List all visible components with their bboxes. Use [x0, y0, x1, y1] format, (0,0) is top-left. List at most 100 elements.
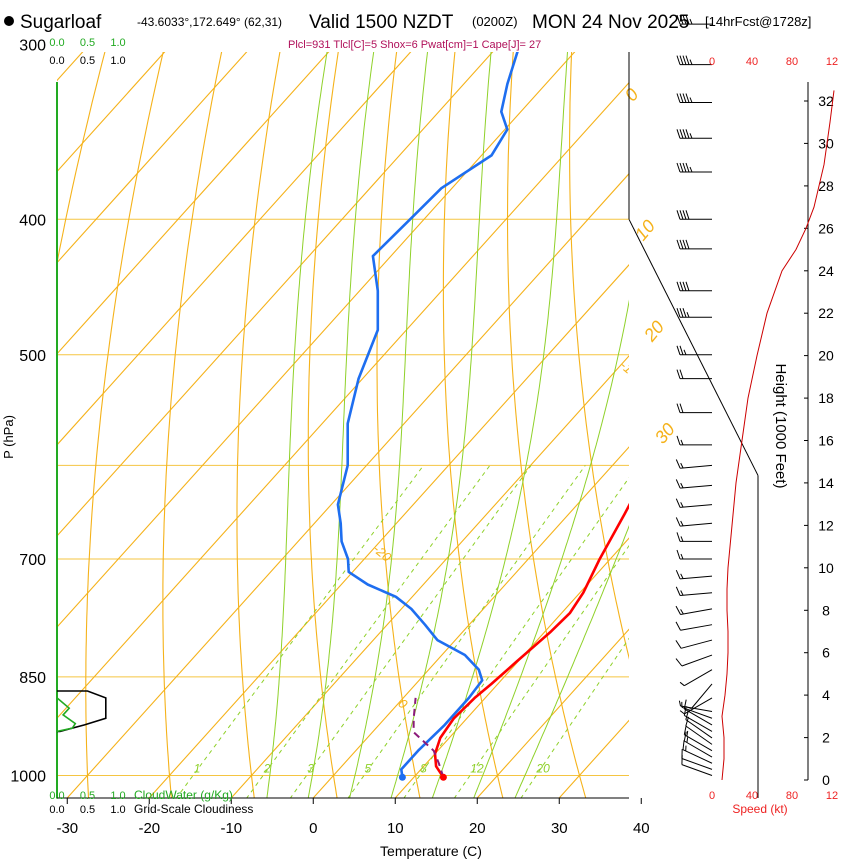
wind-barb-feather [675, 586, 681, 596]
mixing-ratio-label: 12 [470, 761, 484, 775]
wind-barb-staff [685, 725, 713, 745]
wind-barb-feather [679, 93, 684, 103]
cloud-scale-tick-label: 0.0 [49, 37, 64, 49]
wind-barb-feather [679, 369, 684, 379]
wind-barb-feather [679, 210, 684, 220]
wind-barb [675, 621, 713, 631]
wind-barb [675, 639, 713, 649]
isotherm-label: -10 [617, 358, 642, 382]
wind-barb [681, 748, 713, 770]
wind-barb-feather [685, 55, 690, 65]
wind-barb-feather [676, 308, 681, 318]
wind-barb [676, 239, 713, 250]
wind-barb-feather [682, 14, 687, 25]
isotherm-line [312, 446, 629, 798]
cloud-scale-tick-label: 1.0 [110, 804, 125, 816]
moist-adiabat-line [514, 524, 629, 798]
x-tick-label: 30 [551, 820, 568, 837]
wind-barb-feather [675, 498, 681, 508]
theta-label: 30 [651, 419, 679, 447]
wind-barb-staff [680, 639, 713, 649]
wind-barb-staff [681, 654, 713, 667]
cloud-scale-tick-label: 0.5 [80, 804, 95, 816]
moist-adiabat-line [473, 299, 629, 798]
dry-adiabat-line [569, 52, 629, 660]
speed-tick-label-bottom: 12 [826, 790, 838, 802]
wind-barb-half-feather [689, 18, 693, 25]
wind-barb-feather [676, 239, 681, 250]
wind-barb-feather [682, 281, 687, 291]
wind-barb-feather [679, 129, 684, 139]
cloud-scale-tick-label: 0.5 [80, 790, 95, 802]
wind-barb-half-feather [686, 737, 689, 743]
wind-barb-half-feather [680, 590, 684, 596]
wind-barb-staff [684, 714, 713, 732]
mixing-ratio-label: 1 [194, 761, 201, 775]
dewpoint-profile-line [336, 52, 519, 778]
height-tick-label: 20 [818, 348, 834, 364]
moist-adiabat-line [431, 52, 568, 798]
wind-barb-feather [676, 345, 681, 355]
wind-barb-feather [676, 403, 681, 413]
valid-time: Valid 1500 NZDT [309, 12, 454, 33]
wind-barb-half-feather [686, 730, 689, 737]
wind-barb-feather [675, 658, 683, 667]
wind-barb-feather [676, 210, 681, 220]
wind-barb-feather [676, 532, 681, 542]
wind-barb [681, 755, 713, 776]
dry-adiabat-line [85, 52, 164, 798]
mixing-ratio-line [175, 465, 424, 798]
wind-barb-staff [681, 706, 713, 719]
wind-barb-staff [680, 484, 713, 489]
surface-dewpoint-point [398, 773, 406, 781]
zulu-time: (0200Z) [472, 14, 518, 29]
wind-barb-feather [685, 239, 690, 250]
wind-barb-feather [685, 14, 690, 25]
wind-barb-feather [675, 569, 681, 580]
wind-barb-feather [676, 55, 681, 65]
wind-barb-feather [676, 549, 681, 560]
x-tick-label: -10 [220, 820, 242, 837]
height-tick-label: 30 [818, 135, 834, 151]
height-tick-label: 16 [818, 433, 834, 449]
cloud-scale-tick-label: 1.0 [110, 37, 125, 49]
speed-tick-label-top: 0 [709, 56, 715, 68]
wind-barb-half-feather [678, 700, 681, 707]
isotherm-line [57, 52, 576, 628]
x-tick-label: 20 [469, 820, 486, 837]
mixing-ratio-line [520, 637, 629, 798]
dry-adiabat-line [307, 52, 339, 798]
stability-indices: Plcl=931 Tlcl[C]=5 Shox=6 Pwat[cm]=1 Cap… [288, 39, 541, 51]
pressure-tick-label: 1000 [10, 769, 46, 786]
isotherm-line [57, 52, 84, 82]
wind-barb [686, 683, 713, 709]
wind-barb-feather [685, 129, 690, 139]
wind-barb-feather [676, 281, 681, 291]
cloud-scale-tick-label: 1.0 [110, 790, 125, 802]
isotherm-line [57, 52, 412, 446]
pressure-tick-label: 500 [19, 348, 46, 365]
height-tick-label: 8 [822, 602, 830, 618]
wind-barb-half-feather [680, 482, 684, 489]
wind-barb [676, 345, 713, 356]
wind-barb-feather [682, 308, 687, 318]
wind-barb-feather [675, 640, 682, 649]
wind-barb-staff [680, 608, 713, 615]
speed-tick-label-top: 40 [746, 56, 758, 68]
wind-barb-feather [682, 55, 687, 65]
height-tick-label: 6 [822, 645, 830, 661]
wind-barb-feather [676, 435, 681, 446]
wind-barb [679, 697, 713, 715]
wind-barb-feather [683, 731, 687, 742]
wind-barb [675, 654, 713, 667]
wind-barb-feather [682, 740, 685, 750]
dry-adiabat-line [745, 0, 850, 805]
wind-barb-half-feather [680, 573, 684, 579]
cloudiness-label: Grid-Scale Cloudiness [134, 802, 253, 816]
speed-axis-label: Speed (kt) [732, 802, 787, 816]
dry-adiabat-line [162, 52, 223, 798]
wind-barb-half-feather [686, 706, 692, 709]
wind-barb-half-feather [679, 681, 685, 687]
wind-barb-feather [675, 621, 681, 631]
height-tick-label: 28 [818, 178, 834, 194]
